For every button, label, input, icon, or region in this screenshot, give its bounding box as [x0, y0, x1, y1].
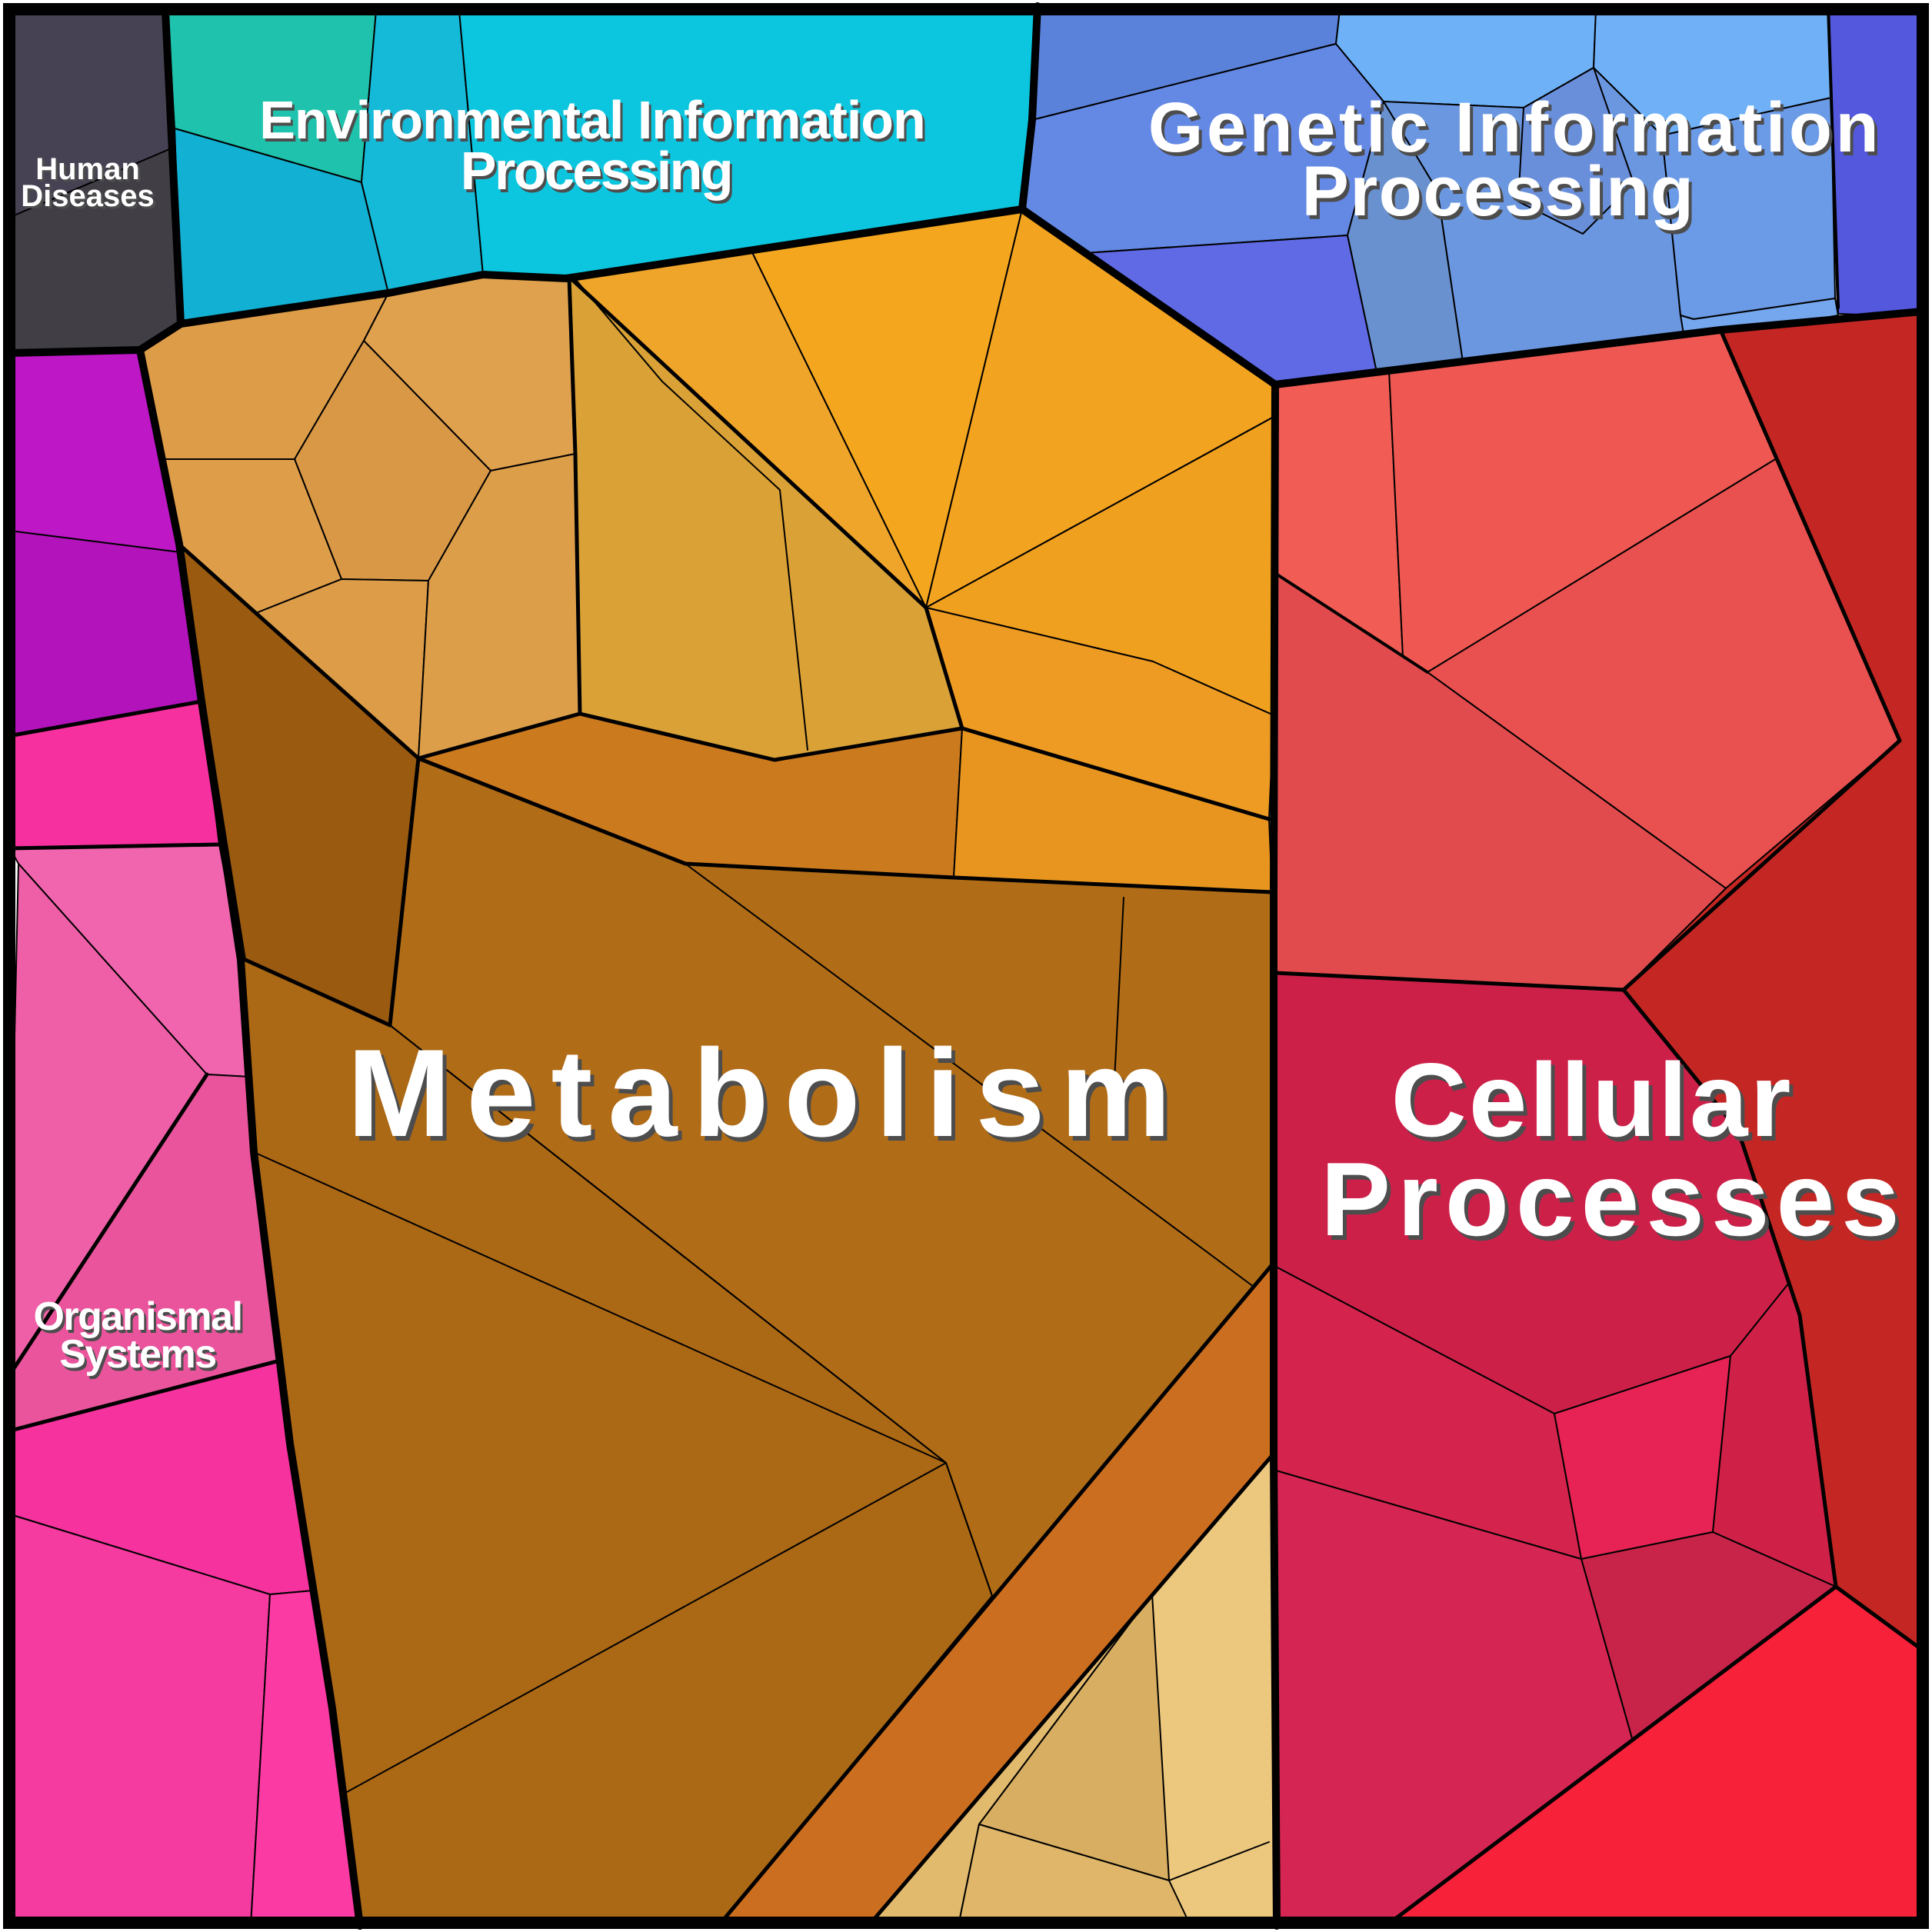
svg-text:Genetic Information: Genetic Information [1151, 92, 1885, 171]
svg-text:Cellular: Cellular [1391, 1041, 1794, 1158]
svg-text:Diseases: Diseases [21, 179, 154, 213]
svg-text:Processing: Processing [1302, 152, 1695, 231]
svg-text:Processes: Processes [1321, 1141, 1907, 1257]
svg-text:Processing: Processing [463, 144, 734, 204]
svg-text:Processing: Processing [461, 141, 731, 201]
svg-text:Environmental Information: Environmental Information [259, 90, 925, 150]
svg-text:Systems: Systems [59, 1332, 215, 1377]
svg-text:Organismal: Organismal [33, 1294, 242, 1339]
svg-text:Metabolism: Metabolism [347, 1024, 1186, 1163]
svg-text:Organismal: Organismal [35, 1297, 244, 1342]
svg-text:Cellular: Cellular [1395, 1046, 1797, 1163]
svg-text:Diseases: Diseases [23, 182, 156, 215]
svg-text:Human: Human [35, 152, 140, 186]
svg-text:Human: Human [38, 155, 142, 188]
svg-text:Environmental Information: Environmental Information [261, 93, 928, 153]
svg-text:Metabolism: Metabolism [351, 1028, 1190, 1168]
svg-text:Genetic Information: Genetic Information [1148, 88, 1882, 167]
svg-text:Processes: Processes [1324, 1145, 1910, 1262]
svg-text:Systems: Systems [62, 1335, 218, 1380]
svg-text:Processing: Processing [1305, 156, 1698, 235]
